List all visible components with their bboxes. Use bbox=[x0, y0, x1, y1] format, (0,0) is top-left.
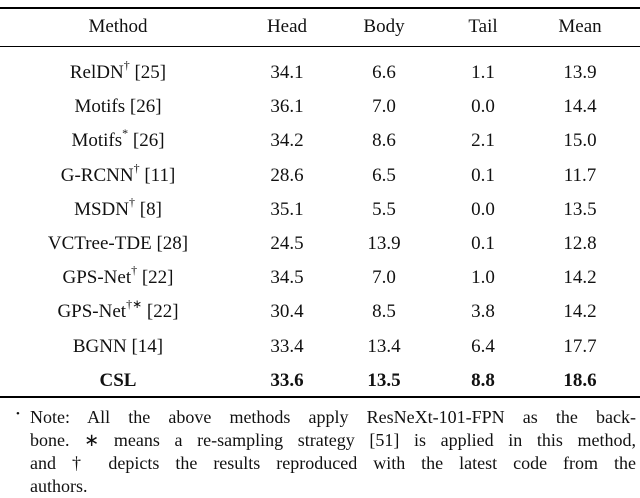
value-cell: 2.1 bbox=[471, 130, 495, 152]
method-mark: † bbox=[133, 160, 140, 175]
bottom-rule bbox=[0, 396, 640, 398]
method-name: VCTree-TDE bbox=[47, 233, 152, 254]
value-cell: 7.0 bbox=[372, 267, 396, 289]
header-cell: Method bbox=[88, 16, 148, 37]
value-cell: 34.1 bbox=[270, 62, 304, 83]
note-line: authors. bbox=[30, 476, 88, 496]
value-cell: 18.6 bbox=[563, 369, 597, 391]
method-cell: CSL bbox=[100, 369, 137, 393]
value-cell: 6.4 bbox=[471, 335, 495, 357]
method-name: RelDN bbox=[69, 62, 124, 83]
method-ref: [28] bbox=[156, 233, 189, 254]
method-ref: [14] bbox=[131, 335, 164, 357]
value-cell: 8.5 bbox=[372, 301, 396, 323]
header-cell: Tail bbox=[468, 16, 498, 37]
method-ref: [25] bbox=[134, 62, 167, 83]
value-cell: 0.1 bbox=[471, 233, 495, 254]
note-line: bone. ∗ means a re-sampling strategy [51… bbox=[30, 430, 636, 450]
value-cell: 13.5 bbox=[563, 198, 597, 220]
method-name: GPS-Net bbox=[62, 267, 132, 289]
value-cell: 28.6 bbox=[270, 164, 304, 186]
method-cell: GPS-Net† [22] bbox=[62, 263, 174, 290]
note-line: Note: All the above methods apply ResNeX… bbox=[30, 407, 636, 427]
bullet: • bbox=[16, 408, 20, 420]
method-mark: † bbox=[123, 58, 130, 72]
value-cell: 35.1 bbox=[270, 198, 304, 220]
method-ref: [22] bbox=[146, 301, 179, 323]
method-mark: †∗ bbox=[126, 297, 143, 312]
value-cell: 6.5 bbox=[372, 164, 396, 186]
method-cell: VCTree-TDE [28] bbox=[48, 232, 188, 256]
method-cell: G-RCNN† [11] bbox=[60, 160, 176, 188]
value-cell: 0.1 bbox=[471, 164, 495, 186]
value-cell: 7.0 bbox=[372, 96, 396, 118]
value-cell: 13.5 bbox=[367, 369, 401, 391]
value-cell: 1.0 bbox=[471, 267, 495, 289]
method-mark: * bbox=[122, 126, 129, 141]
value-cell: 0.0 bbox=[471, 96, 495, 118]
method-name: BGNN bbox=[72, 335, 127, 357]
method-cell: BGNN [14] bbox=[73, 335, 163, 359]
value-cell: 15.0 bbox=[563, 130, 597, 152]
method-cell: RelDN† [25] bbox=[69, 58, 167, 85]
method-name: Motifs bbox=[74, 96, 126, 118]
mid-rule bbox=[0, 46, 640, 47]
method-ref: [26] bbox=[132, 130, 165, 152]
method-ref: [8] bbox=[139, 198, 162, 220]
header-cell: Body bbox=[363, 16, 405, 37]
value-cell: 12.8 bbox=[563, 233, 597, 254]
value-cell: 6.6 bbox=[372, 62, 396, 83]
value-cell: 8.6 bbox=[372, 130, 396, 152]
note: Note: All the above methods apply ResNeX… bbox=[30, 406, 636, 498]
value-cell: 33.6 bbox=[270, 369, 304, 391]
method-mark: † bbox=[129, 194, 135, 209]
method-cell: Motifs* [26] bbox=[71, 126, 165, 153]
header-cell: Head bbox=[266, 16, 308, 37]
value-cell: 13.4 bbox=[367, 335, 401, 357]
value-cell: 24.5 bbox=[270, 233, 304, 254]
value-cell: 34.2 bbox=[270, 130, 304, 152]
value-cell: 30.4 bbox=[270, 301, 304, 323]
value-cell: 14.4 bbox=[563, 96, 597, 118]
value-cell: 0.0 bbox=[471, 198, 495, 220]
method-mark: † bbox=[131, 263, 138, 278]
value-cell: 14.2 bbox=[563, 301, 597, 323]
method-cell: GPS-Net†∗ [22] bbox=[57, 297, 179, 324]
value-cell: 34.5 bbox=[270, 267, 304, 289]
method-name: MSDN bbox=[74, 198, 129, 220]
method-ref: [22] bbox=[141, 267, 174, 289]
value-cell: 8.8 bbox=[471, 369, 495, 391]
method-cell: MSDN† [8] bbox=[74, 194, 162, 222]
value-cell: 1.1 bbox=[471, 62, 495, 83]
value-cell: 17.7 bbox=[563, 335, 597, 357]
value-cell: 14.2 bbox=[563, 267, 597, 289]
value-cell: 33.4 bbox=[270, 335, 304, 357]
top-rule bbox=[0, 7, 640, 9]
method-cell: Motifs [26] bbox=[74, 95, 161, 119]
method-ref: [26] bbox=[129, 96, 162, 118]
value-cell: 13.9 bbox=[367, 233, 401, 254]
value-cell: 5.5 bbox=[372, 198, 396, 220]
method-name: G-RCNN bbox=[60, 164, 134, 186]
method-ref: [11] bbox=[144, 164, 176, 186]
method-name: CSL bbox=[99, 369, 137, 391]
value-cell: 13.9 bbox=[563, 62, 597, 83]
value-cell: 3.8 bbox=[471, 301, 495, 323]
method-name: GPS-Net bbox=[57, 301, 127, 323]
method-name: Motifs bbox=[71, 130, 123, 152]
header-cell: Mean bbox=[558, 16, 602, 37]
value-cell: 36.1 bbox=[270, 96, 304, 118]
note-line: and † depicts the results reproduced wit… bbox=[30, 453, 636, 473]
value-cell: 11.7 bbox=[563, 164, 597, 186]
